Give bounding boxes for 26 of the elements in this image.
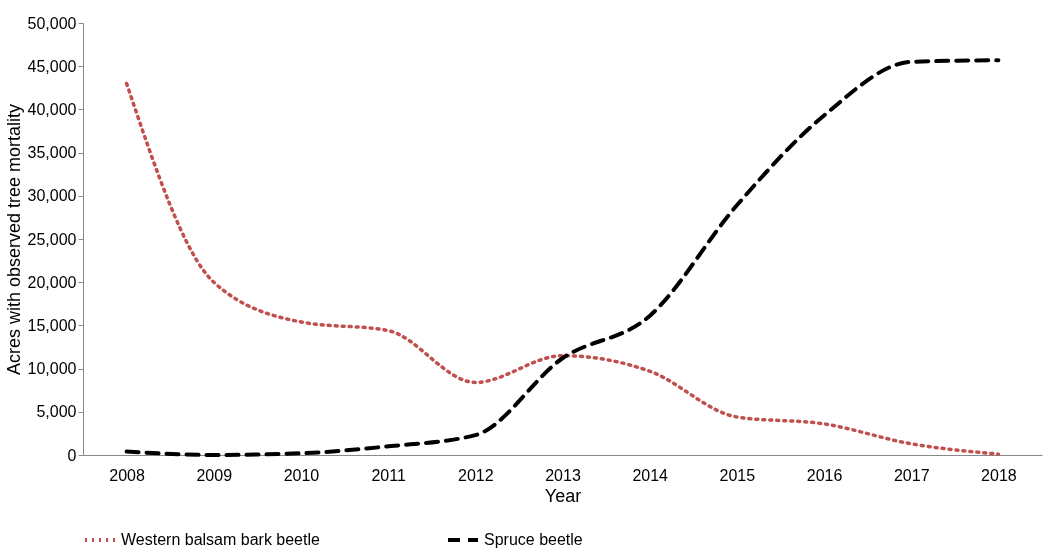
legend-label: Western balsam bark beetle [121, 531, 321, 548]
y-tick-label: 25,000 [27, 230, 77, 248]
y-tick-label: 5,000 [36, 403, 77, 421]
y-tick-label: 10,000 [27, 360, 77, 378]
x-tick-label: 2014 [632, 466, 669, 484]
x-tick-label: 2011 [371, 466, 406, 484]
x-tick-label: 2013 [545, 466, 581, 484]
y-tick-label: 45,000 [27, 57, 77, 75]
y-tick-label: 50,000 [27, 14, 77, 32]
x-tick-label: 2012 [458, 466, 494, 484]
x-axis-title: Year [544, 485, 582, 506]
x-tick-label: 2009 [196, 466, 233, 484]
y-tick-label: 30,000 [27, 187, 77, 205]
x-tick-label: 2008 [109, 466, 145, 484]
x-tick-label: 2017 [893, 466, 930, 484]
legend-label: Spruce beetle [484, 531, 583, 548]
x-tick-label: 2016 [806, 466, 843, 484]
x-tick-label: 2015 [719, 466, 756, 484]
x-tick-label: 2010 [283, 466, 320, 484]
x-tick-label: 2018 [981, 466, 1017, 484]
y-tick-label: 0 [67, 446, 77, 464]
y-tick-label: 20,000 [27, 273, 77, 291]
y-tick-label: 15,000 [27, 316, 77, 334]
y-tick-label: 40,000 [27, 100, 77, 118]
y-axis-title: Acres with observed tree mortality [3, 103, 24, 376]
y-tick-label: 35,000 [27, 144, 77, 162]
